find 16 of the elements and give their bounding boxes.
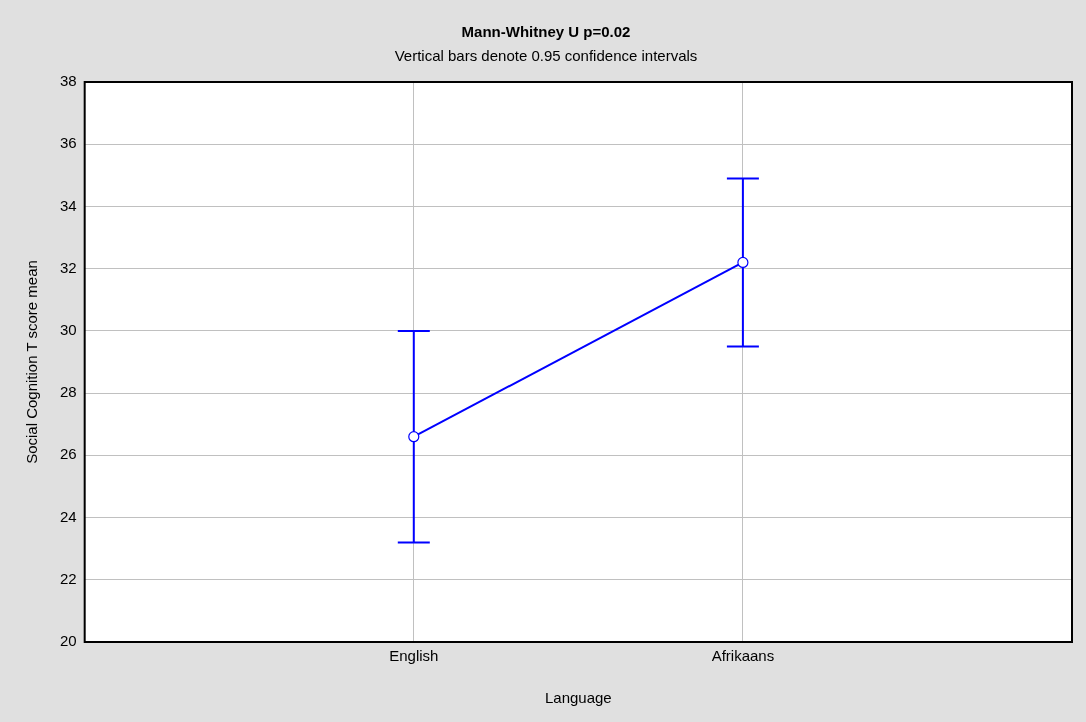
y-tick-label: 32 [60,258,77,276]
y-tick-label: 22 [60,569,77,587]
y-tick-label: 38 [60,72,77,90]
y-tick-label: 24 [60,507,77,525]
chart-subtitle: Vertical bars denote 0.95 confidence intervals [394,47,698,65]
y-tick-label: 28 [60,383,77,401]
y-axis-title: Social Cognition T score mean [23,260,41,464]
x-tick-label: English [389,647,439,665]
y-tick-label: 20 [60,632,77,650]
x-tick-label: Afrikaans [711,647,775,665]
y-tick-label: 36 [60,134,77,152]
x-axis-title: Language [544,689,612,707]
y-tick-label: 26 [60,445,77,463]
y-tick-label: 30 [60,321,77,339]
chart-title: Mann-Whitney U p=0.02 [461,23,631,41]
y-tick-label: 34 [60,196,77,214]
